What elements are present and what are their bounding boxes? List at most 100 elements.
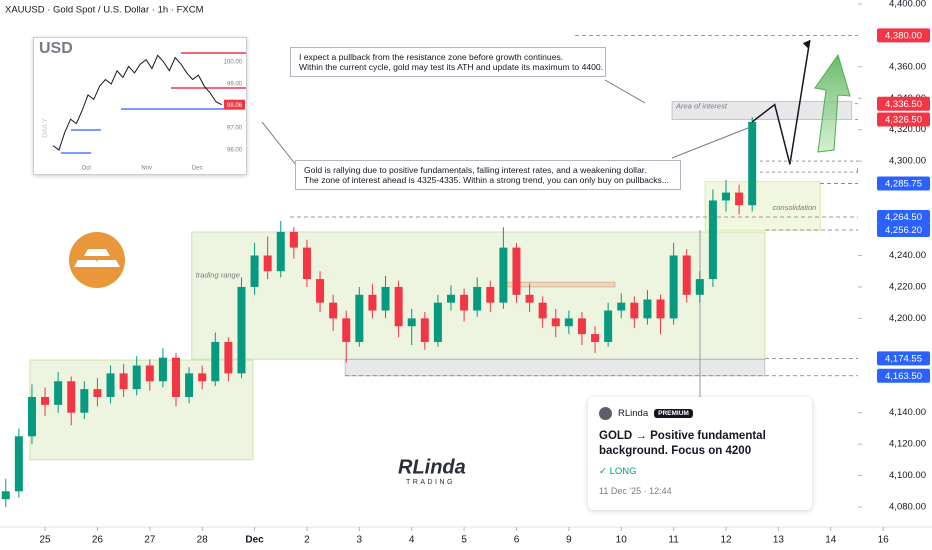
gold-bars	[74, 249, 120, 267]
candle-body	[316, 279, 325, 303]
inset-title: USD	[39, 40, 73, 57]
x-tick-label: 5	[461, 535, 467, 546]
zone	[671, 100, 853, 120]
candle-body	[708, 200, 717, 280]
inset-tag-label: 98.06	[227, 103, 243, 109]
y-tick-label: 4,360.00	[889, 61, 926, 72]
level-tag	[877, 368, 930, 383]
candle-body	[342, 318, 351, 342]
candle-body	[486, 286, 495, 303]
card-badge: PREMIUM	[654, 409, 693, 418]
x-tick-label: 25	[39, 535, 51, 546]
candle-body	[656, 299, 665, 319]
candle-body	[407, 318, 416, 327]
idea-card[interactable]: RLinda PREMIUM GOLD → Positive fundament…	[588, 397, 812, 510]
level-tag-label: 4,336.50	[885, 99, 922, 110]
price-axis-bg	[858, 0, 932, 550]
level-tag	[877, 112, 930, 127]
y-tick-label: 4,400.00	[889, 0, 926, 9]
candle-body	[302, 247, 311, 280]
candle-body	[355, 294, 364, 342]
gold-icon	[69, 232, 125, 288]
candle-body	[54, 381, 63, 405]
inset-y-tick-label: 96.00	[227, 148, 243, 154]
zone	[344, 358, 766, 377]
candle-body	[591, 334, 600, 342]
x-tick-label: 16	[878, 535, 890, 546]
avatar	[599, 407, 612, 420]
y-tick-label: 4,100.00	[889, 470, 926, 481]
candle-body	[211, 341, 220, 382]
x-tick-label: 26	[92, 535, 104, 546]
x-tick-label: 14	[825, 535, 837, 546]
inset-x-tick-label: Oct	[82, 166, 92, 172]
y-tick-label: 4,140.00	[889, 407, 926, 418]
candle-body	[682, 255, 691, 295]
candle-body	[394, 286, 403, 327]
candle-body	[381, 286, 390, 311]
card-head: RLinda PREMIUM	[599, 407, 801, 420]
inset-chart: USD DAILY 100.00 99.00 97.00 96.00 Oct Nov Dec…	[33, 37, 247, 175]
x-tick-label: Dec	[245, 535, 264, 546]
pointer-line	[671, 127, 749, 159]
forecast-arrowhead	[802, 40, 810, 49]
candle-body	[447, 294, 455, 303]
candle-body	[250, 255, 259, 287]
logo-sub: TRADING	[406, 479, 455, 486]
candle-body	[499, 247, 508, 303]
level-tag-label: 4,285.75	[885, 179, 922, 190]
zone	[504, 281, 616, 288]
zone	[29, 359, 254, 461]
note-line: I expect a pullback from the resistance …	[299, 52, 564, 62]
level-tag	[877, 351, 930, 366]
candle-body	[185, 373, 194, 397]
candle-body	[433, 302, 442, 342]
candle-body	[80, 389, 89, 413]
level-tag	[877, 223, 930, 238]
zone-label: consolidation	[773, 203, 817, 212]
card-side: LONG	[609, 466, 637, 477]
candle-body	[119, 373, 128, 390]
inset-line	[52, 54, 222, 151]
note-line: Gold is rallying due to positive fundame…	[304, 165, 647, 175]
forecast-arrow	[814, 53, 851, 153]
candle-body	[145, 365, 154, 382]
x-tick-label: 27	[144, 535, 156, 546]
x-tick-label: 13	[773, 535, 785, 546]
inset-tag	[224, 99, 245, 110]
candle-body	[224, 341, 233, 374]
candle-body	[748, 121, 757, 206]
y-tick-label: 4,220.00	[889, 281, 926, 292]
zone-label: Area of interest	[675, 101, 728, 110]
y-tick-label: 4,120.00	[889, 439, 926, 450]
candle-body	[420, 318, 429, 342]
candle-body	[695, 279, 704, 295]
forecast-path	[751, 39, 811, 165]
card-side-row: ✓ LONG	[599, 466, 637, 477]
note-line: The zone of interest ahead is 4325-4335.…	[304, 175, 669, 185]
zone-label: trading range	[196, 271, 240, 280]
candle-body	[1, 491, 10, 500]
candle-body	[276, 231, 285, 272]
y-tick-label: 4,300.00	[889, 156, 926, 167]
candle-body	[630, 302, 639, 319]
x-tick-label: 28	[197, 535, 209, 546]
candle-body	[604, 310, 613, 342]
level-tag-label: 4,264.50	[885, 212, 922, 223]
level-tag	[877, 28, 930, 43]
level-tag	[877, 176, 930, 191]
card-title: GOLD → Positive fundamental background. …	[599, 430, 766, 457]
note: I expect a pullback from the resistance …	[290, 47, 606, 77]
note: Gold is rallying due to positive fundame…	[295, 160, 681, 190]
y-tick-label: 4,320.00	[889, 124, 926, 135]
candle-body	[460, 294, 469, 311]
candle-body	[577, 318, 586, 335]
candle-body	[564, 318, 573, 327]
candle-body	[106, 373, 115, 397]
level-tag	[877, 209, 930, 224]
candle-body	[237, 286, 246, 374]
inset-svg: USD DAILY 100.00 99.00 97.00 96.00 Oct Nov Dec…	[39, 40, 246, 172]
candle-body	[289, 231, 298, 248]
candle-body	[263, 255, 272, 272]
